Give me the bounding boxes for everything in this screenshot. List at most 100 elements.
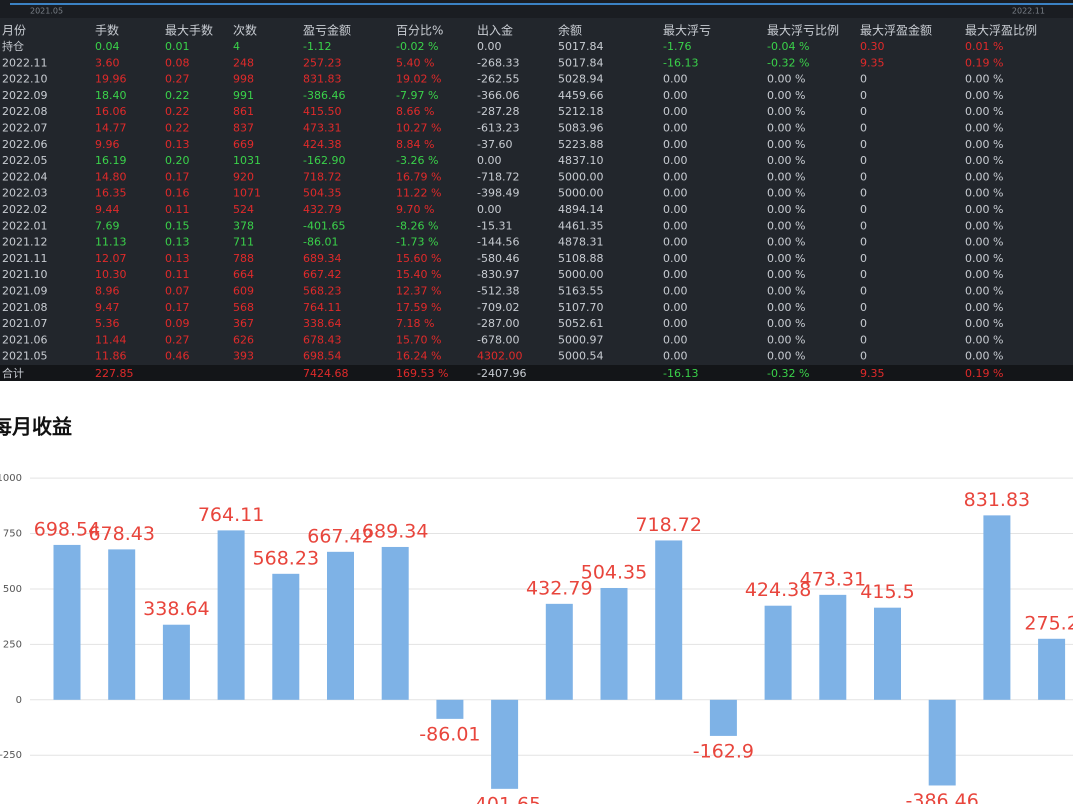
table-cell: 5052.61 (558, 317, 604, 330)
bar (491, 699, 519, 789)
bar (436, 699, 464, 719)
bar (983, 515, 1011, 700)
table-cell: 2022.01 (2, 219, 48, 232)
data-label: 338.64 (143, 598, 209, 620)
data-label: 667.42 (307, 525, 373, 547)
table-cell: 0.19 % (965, 56, 1003, 69)
table-cell: 415.50 (303, 105, 342, 118)
table-cell: -512.38 (477, 285, 519, 298)
table-cell: 12.37 % (396, 285, 441, 298)
table-cell: 0.13 (165, 236, 190, 249)
table-cell: 0.00 (663, 187, 688, 200)
table-cell: -37.60 (477, 138, 512, 151)
table-panel (0, 0, 1073, 381)
total-cell: 9.35 (860, 367, 885, 380)
table-cell: 0.00 % (767, 138, 805, 151)
table-cell: 5223.88 (558, 138, 604, 151)
table-cell: 0 (860, 301, 867, 314)
column-header: 余额 (558, 23, 582, 38)
table-cell: 14.80 (95, 170, 127, 183)
data-label: 831.83 (964, 489, 1030, 511)
table-cell: 0.00 (663, 203, 688, 216)
table-cell: -0.02 % (396, 40, 438, 53)
table-cell: 0.00 % (965, 122, 1003, 135)
table-cell: 0.00 (663, 154, 688, 167)
table-cell: 424.38 (303, 138, 342, 151)
table-cell: -8.26 % (396, 219, 438, 232)
table-cell: 0.00 (663, 138, 688, 151)
table-cell: -86.01 (303, 236, 338, 249)
table-cell: 0.15 (165, 219, 190, 232)
data-label: 432.79 (526, 577, 592, 599)
data-label: -162.9 (693, 740, 754, 762)
bar (217, 530, 245, 700)
total-cell: -16.13 (663, 367, 698, 380)
table-cell: 609 (233, 285, 254, 298)
column-header: 最大浮亏比例 (767, 24, 839, 38)
table-cell: -386.46 (303, 89, 345, 102)
table-cell: 0 (860, 203, 867, 216)
table-cell: 0.22 (165, 122, 190, 135)
total-cell: 169.53 % (396, 367, 448, 380)
data-label: 689.34 (362, 520, 428, 542)
table-cell: 0.00 % (767, 317, 805, 330)
data-label: 568.23 (253, 547, 319, 569)
table-cell: 678.43 (303, 333, 342, 346)
total-row-bg (0, 365, 1073, 381)
table-cell: 4 (233, 40, 240, 53)
table-cell: 0.00 % (965, 268, 1003, 281)
table-cell: 718.72 (303, 170, 342, 183)
y-tick-label: 0 (16, 695, 22, 706)
table-cell: 0 (860, 252, 867, 265)
column-header: 盈亏金额 (303, 23, 351, 38)
table-cell: 0.00 % (767, 89, 805, 102)
column-header: 最大浮盈比例 (965, 24, 1037, 38)
table-cell: 16.19 (95, 154, 127, 167)
table-cell: 2021.10 (2, 268, 48, 281)
table-cell: 9.96 (95, 138, 120, 151)
table-cell: -162.90 (303, 154, 345, 167)
column-header: 手数 (95, 23, 119, 38)
table-cell: -613.23 (477, 122, 519, 135)
data-label: 698.54 (34, 518, 100, 540)
table-cell: -1.12 (303, 40, 331, 53)
table-cell: 0.27 (165, 73, 190, 86)
table-cell: 689.34 (303, 252, 342, 265)
table-cell: 0.00 (663, 73, 688, 86)
data-label: 275.2 (1024, 612, 1073, 634)
table-cell: 0.00 % (965, 105, 1003, 118)
data-label: 473.31 (800, 568, 866, 590)
table-cell: 2022.10 (2, 73, 48, 86)
table-cell: 0 (860, 317, 867, 330)
data-label: -401.65 (468, 793, 541, 804)
table-cell: 5000.00 (558, 170, 604, 183)
table-cell: 0.00 % (965, 187, 1003, 200)
table-cell: 0.27 (165, 333, 190, 346)
table-cell: 0 (860, 219, 867, 232)
table-cell: 7.69 (95, 219, 120, 232)
table-cell: 8.96 (95, 285, 120, 298)
table-cell: 5000.97 (558, 333, 604, 346)
table-cell: 0.04 (95, 40, 120, 53)
table-cell: 0.00 (663, 301, 688, 314)
table-cell: 10.30 (95, 268, 127, 281)
total-cell: 227.85 (95, 367, 134, 380)
bar (600, 587, 628, 700)
table-cell: 0.00 (663, 236, 688, 249)
table-cell: 0 (860, 105, 867, 118)
table-cell: -398.49 (477, 187, 519, 200)
table-cell: 5017.84 (558, 56, 604, 69)
table-cell: 473.31 (303, 122, 342, 135)
table-cell: 7.18 % (396, 317, 434, 330)
table-cell: 0 (860, 236, 867, 249)
table-cell: 524 (233, 203, 254, 216)
table-cell: 0.00 % (767, 219, 805, 232)
table-cell: 0.00 % (767, 154, 805, 167)
table-cell: 5108.88 (558, 252, 604, 265)
table-cell: 0 (860, 285, 867, 298)
total-cell: 0.19 % (965, 367, 1003, 380)
table-cell: 1031 (233, 154, 261, 167)
table-cell: -718.72 (477, 170, 519, 183)
table-cell: 0.00 % (767, 170, 805, 183)
y-tick-label: 1000 (0, 473, 22, 484)
